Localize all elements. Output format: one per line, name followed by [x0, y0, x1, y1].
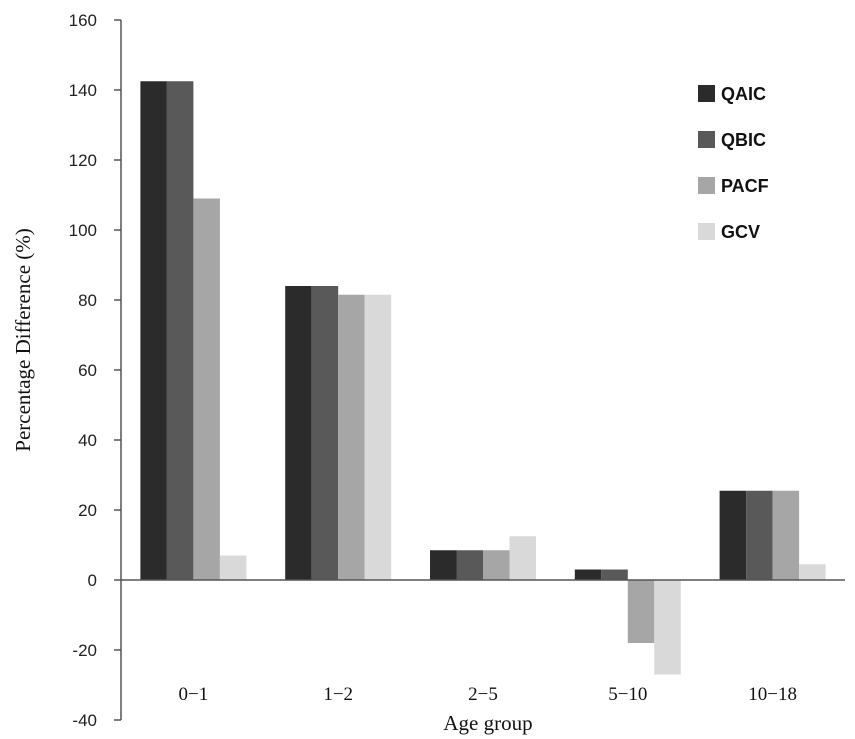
y-tick-label: 20	[78, 501, 97, 520]
y-tick-label: -20	[72, 641, 97, 660]
x-category-label: 2−5	[468, 684, 498, 705]
bar-qbic-1	[311, 286, 339, 580]
y-tick-label: 100	[69, 221, 97, 240]
bar-gcv-1	[364, 294, 392, 580]
legend-label-pacf: PACF	[721, 176, 769, 196]
bar-pacf-4	[772, 490, 800, 580]
legend-label-qbic: QBIC	[721, 130, 766, 150]
y-axis-title: Percentage Difference (%)	[11, 228, 35, 451]
axes	[120, 20, 845, 720]
y-tick-label: 60	[78, 361, 97, 380]
bar-qaic-2	[430, 550, 457, 580]
bar-gcv-0	[219, 555, 247, 580]
y-tick-label: 40	[78, 431, 97, 450]
bar-gcv-4	[799, 564, 826, 580]
x-category-label: 0−1	[179, 684, 209, 705]
x-category-label: 5−10	[608, 684, 647, 705]
bar-qaic-4	[719, 490, 747, 580]
bar-qbic-2	[456, 550, 483, 580]
bar-qaic-3	[574, 569, 602, 580]
bar-qbic-3	[601, 569, 628, 580]
bar-qaic-1	[285, 286, 312, 580]
bar-pacf-1	[338, 294, 365, 580]
bar-qbic-4	[746, 490, 773, 580]
bar-gcv-3	[654, 580, 681, 675]
legend-swatch-qaic	[698, 85, 715, 102]
y-axis-ticks: -40 -20 0 20 40 60 80 100 120 140 160	[69, 11, 121, 730]
x-axis-category-labels: 0−1 1−2 2−5 5−10 10−18	[179, 684, 797, 705]
y-tick-label: 0	[88, 571, 97, 590]
legend: QAIC QBIC PACF GCV	[698, 84, 769, 242]
legend-label-gcv: GCV	[721, 222, 760, 242]
legend-swatch-pacf	[698, 177, 715, 194]
x-axis-title: Age group	[443, 711, 532, 735]
bar-qaic-0	[140, 81, 167, 580]
y-tick-label: -40	[72, 711, 97, 730]
x-category-label: 1−2	[323, 684, 353, 705]
legend-label-qaic: QAIC	[721, 84, 766, 104]
bar-pacf-3	[627, 580, 655, 643]
y-tick-label: 160	[69, 11, 97, 30]
legend-swatch-qbic	[698, 131, 715, 148]
legend-swatch-gcv	[698, 223, 715, 240]
bar-pacf-0	[193, 198, 220, 580]
y-tick-label: 140	[69, 81, 97, 100]
bar-pacf-2	[483, 550, 510, 580]
bar-qbic-0	[166, 81, 194, 580]
bars	[140, 81, 826, 675]
y-tick-label: 120	[69, 151, 97, 170]
bar-gcv-2	[509, 536, 536, 580]
y-tick-label: 80	[78, 291, 97, 310]
x-category-label: 10−18	[748, 684, 797, 705]
